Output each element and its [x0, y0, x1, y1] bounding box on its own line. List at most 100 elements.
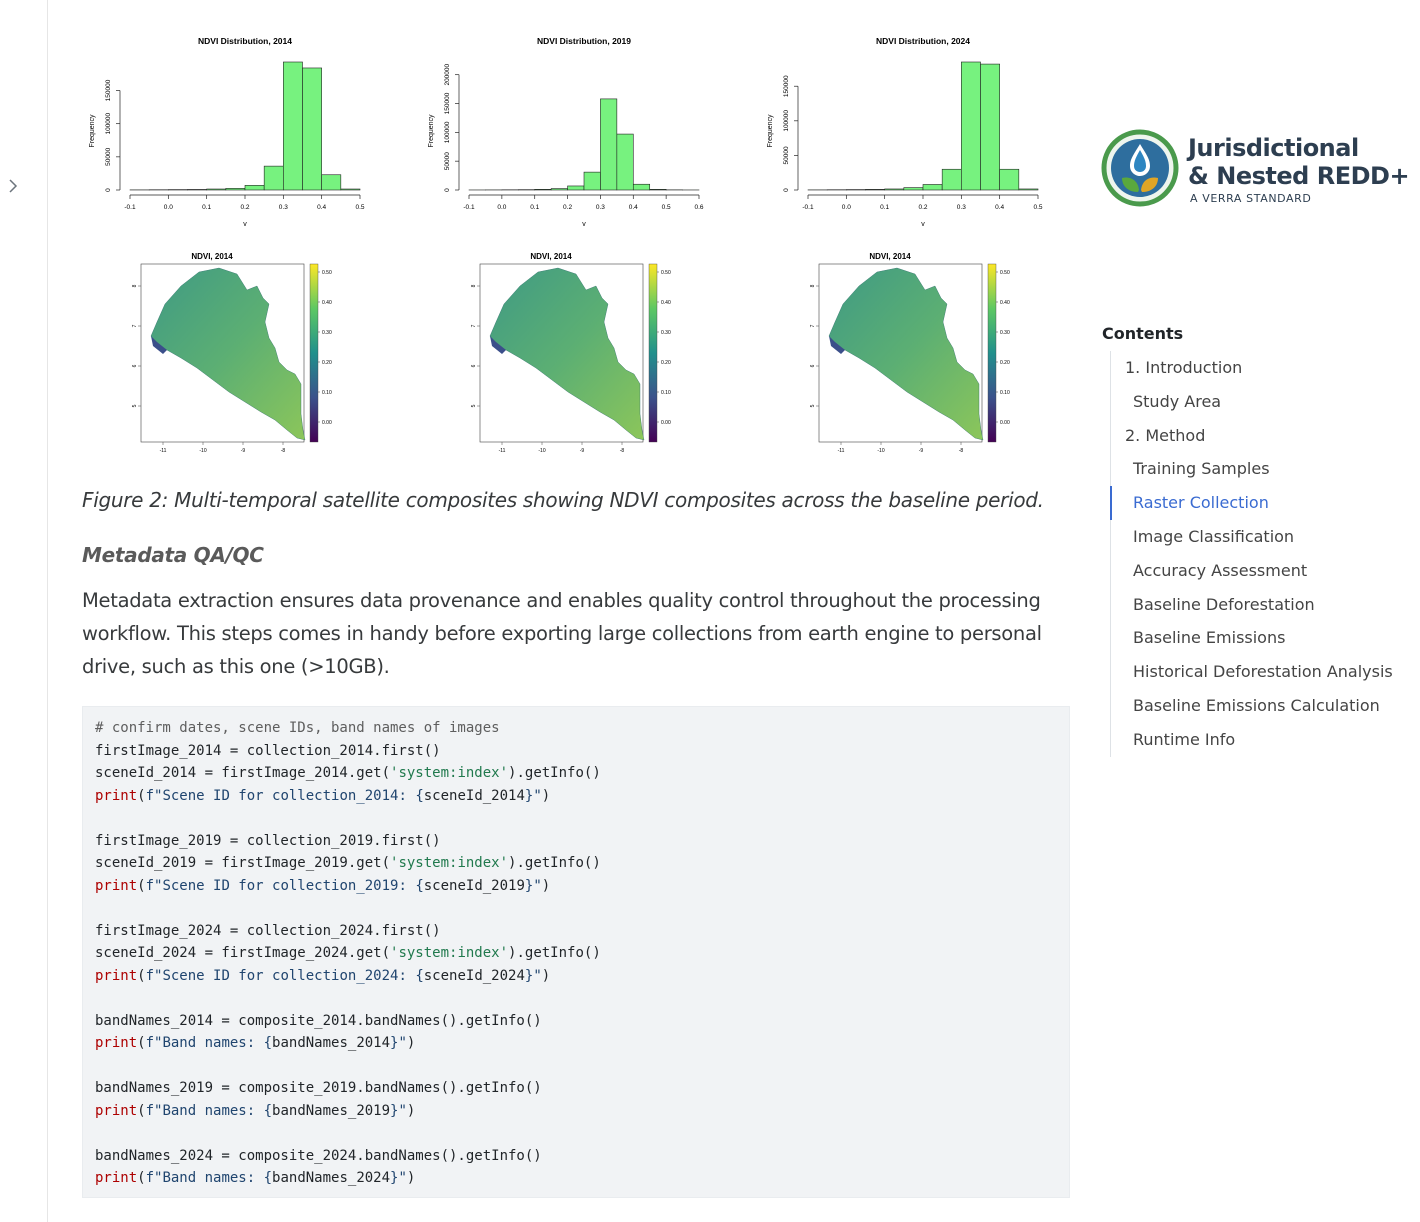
colorbar-tick-label: 0.00	[322, 420, 332, 426]
map-land-group	[150, 267, 306, 441]
code-token: firstImage_2024 = collection_2024.first(…	[95, 922, 441, 939]
body-paragraph: Metadata extraction ensures data provena…	[82, 589, 1042, 678]
colorbar-tick-label: 0.40	[661, 300, 671, 306]
map-y-tick-label: 6	[471, 364, 477, 367]
toc-item[interactable]: Baseline Deforestation	[1133, 594, 1315, 614]
toc-item[interactable]: Training Samples	[1133, 459, 1270, 479]
code-block[interactable]: # confirm dates, scene IDs, band names o…	[82, 706, 1070, 1198]
code-line: print(f"Band names: {bandNames_2019}")	[95, 1100, 1057, 1123]
y-tick-label: 100000	[444, 121, 451, 143]
histogram-bar	[999, 168, 1020, 191]
code-token: }"	[524, 877, 542, 894]
x-tick-label: 0.1	[880, 204, 889, 211]
y-tick-label: 0	[444, 188, 451, 192]
histogram-bar	[567, 185, 585, 191]
map-coast	[151, 336, 167, 354]
ndvi-map-2: NDVI, 2014 -11 -10 -9 -8 8 7 6 5 0.50 0.40 0.30 0.20…	[469, 250, 699, 455]
chevron-right-icon[interactable]	[6, 176, 26, 198]
code-token: sceneId_2014 = firstImage_2014.get(	[95, 765, 391, 781]
code-line	[95, 807, 1057, 830]
code-token: )	[406, 1170, 416, 1186]
x-tick-label: 0.2	[918, 204, 927, 211]
x-tick-label: 0.3	[596, 204, 605, 211]
colorbar-tick-label: 0.50	[1000, 270, 1010, 276]
code-line: firstImage_2014 = collection_2014.first(…	[95, 740, 1057, 763]
code-token: ).getInfo()	[508, 765, 601, 781]
histogram-bar	[649, 189, 667, 191]
code-token: 'system:index'	[390, 765, 509, 781]
histogram-svg: NDVI Distribution, 2024 -0.1 0.0 0.1 0.2 0.3 0…	[767, 36, 1043, 228]
code-line: print(f"Scene ID for collection_2019: {s…	[95, 875, 1057, 898]
code-token: )	[541, 877, 551, 894]
histogram-bar	[340, 188, 361, 191]
map-x-tick-label: -9	[580, 448, 585, 454]
toc-item[interactable]: 2. Method	[1125, 425, 1206, 445]
colorbar-tick-label: 0.40	[1000, 300, 1010, 306]
ndvi-map-svg: NDVI, 2014 -11 -10 -9 -8 8 7 6 5 0.50 0.40 0.30 0.20…	[132, 252, 332, 454]
histogram-bar	[206, 188, 227, 191]
map-colorbar	[648, 263, 658, 443]
x-axis-label: v	[582, 221, 586, 228]
toc-item[interactable]: Historical Deforestation Analysis	[1133, 662, 1393, 682]
histogram-bar	[583, 171, 601, 191]
x-tick-label: -0.1	[802, 204, 814, 211]
y-tick-label: 50000	[105, 147, 112, 165]
code-token: f"Band names: {	[145, 1170, 273, 1186]
map-colorbar	[309, 263, 319, 443]
colorbar-tick-label: 0.10	[661, 390, 671, 396]
code-token: )	[406, 1102, 416, 1119]
histogram-bar	[616, 133, 634, 191]
code-token: f"Scene ID for collection_2019: {	[145, 877, 424, 894]
x-tick-label: 0.3	[957, 204, 966, 211]
code-line	[95, 897, 1057, 920]
x-axis-label: v	[243, 221, 247, 228]
code-token: firstImage_2019 = collection_2019.first(…	[95, 832, 441, 849]
figure-caption: Figure 2: Multi-temporal satellite compo…	[82, 488, 1044, 512]
x-tick-label: 0.5	[1033, 204, 1042, 211]
x-tick-label: 0.1	[202, 204, 211, 211]
histogram-bar	[941, 168, 962, 191]
toc-item[interactable]: Raster Collection	[1110, 486, 1402, 520]
map-y-tick-label: 7	[471, 324, 477, 327]
code-line: bandNames_2019 = composite_2019.bandName…	[95, 1077, 1057, 1100]
toc-item[interactable]: Image Classification	[1133, 526, 1295, 546]
code-line: bandNames_2014 = composite_2014.bandName…	[95, 1010, 1057, 1033]
toc-item[interactable]: Baseline Emissions	[1133, 628, 1286, 648]
map-title: NDVI, 2014	[869, 252, 911, 261]
y-tick-label: 150000	[783, 75, 790, 97]
code-token: )	[541, 967, 551, 984]
code-token: }"	[390, 1170, 407, 1186]
map-y-tick-label: 6	[132, 364, 138, 367]
toc-item[interactable]: 1. Introduction	[1125, 358, 1243, 377]
code-token: print	[95, 787, 138, 804]
histogram-bar	[187, 189, 207, 191]
toc-item[interactable]: Accuracy Assessment	[1133, 560, 1308, 580]
toc-title: Contents	[1102, 324, 1184, 343]
code-token: }"	[390, 1102, 407, 1119]
logo: Jurisdictional & Nested REDD+ A VERRA ST…	[1100, 128, 1410, 208]
histogram-bar	[550, 188, 568, 191]
y-tick-label: 50000	[444, 152, 451, 170]
logo-tagline: A VERRA STANDARD	[1190, 192, 1312, 205]
x-tick-label: 0.0	[842, 204, 851, 211]
map-y-tick-label: 5	[471, 404, 477, 407]
toc-item[interactable]: Baseline Emissions Calculation	[1133, 695, 1380, 715]
histogram-bar	[283, 61, 303, 191]
map-x-tick-label: -10	[877, 448, 884, 454]
code-token: firstImage_2014 = collection_2014.first(…	[95, 742, 441, 759]
y-tick-label: 100000	[105, 112, 112, 134]
histogram-bar	[632, 183, 651, 191]
code-token: print	[95, 1170, 138, 1186]
code-token: print	[95, 967, 138, 984]
map-x-tick-label: -8	[620, 448, 625, 454]
ndvi-map-3: NDVI, 2014 -11 -10 -9 -8 8 7 6 5 0.50 0.40 0.30 0.20…	[808, 250, 1038, 455]
ndvi-map-svg: NDVI, 2014 -11 -10 -9 -8 8 7 6 5 0.50 0.40 0.30 0.20…	[810, 252, 1010, 454]
x-tick-label: 0.2	[563, 204, 572, 211]
map-x-tick-label: -9	[241, 448, 246, 454]
map-y-tick-label: 8	[810, 284, 816, 287]
colorbar-tick-label: 0.20	[1000, 360, 1010, 366]
toc-item[interactable]: Runtime Info	[1133, 729, 1236, 749]
x-tick-label: 0.3	[279, 204, 288, 211]
x-axis-label: v	[921, 221, 925, 228]
toc-item[interactable]: Study Area	[1133, 391, 1222, 411]
